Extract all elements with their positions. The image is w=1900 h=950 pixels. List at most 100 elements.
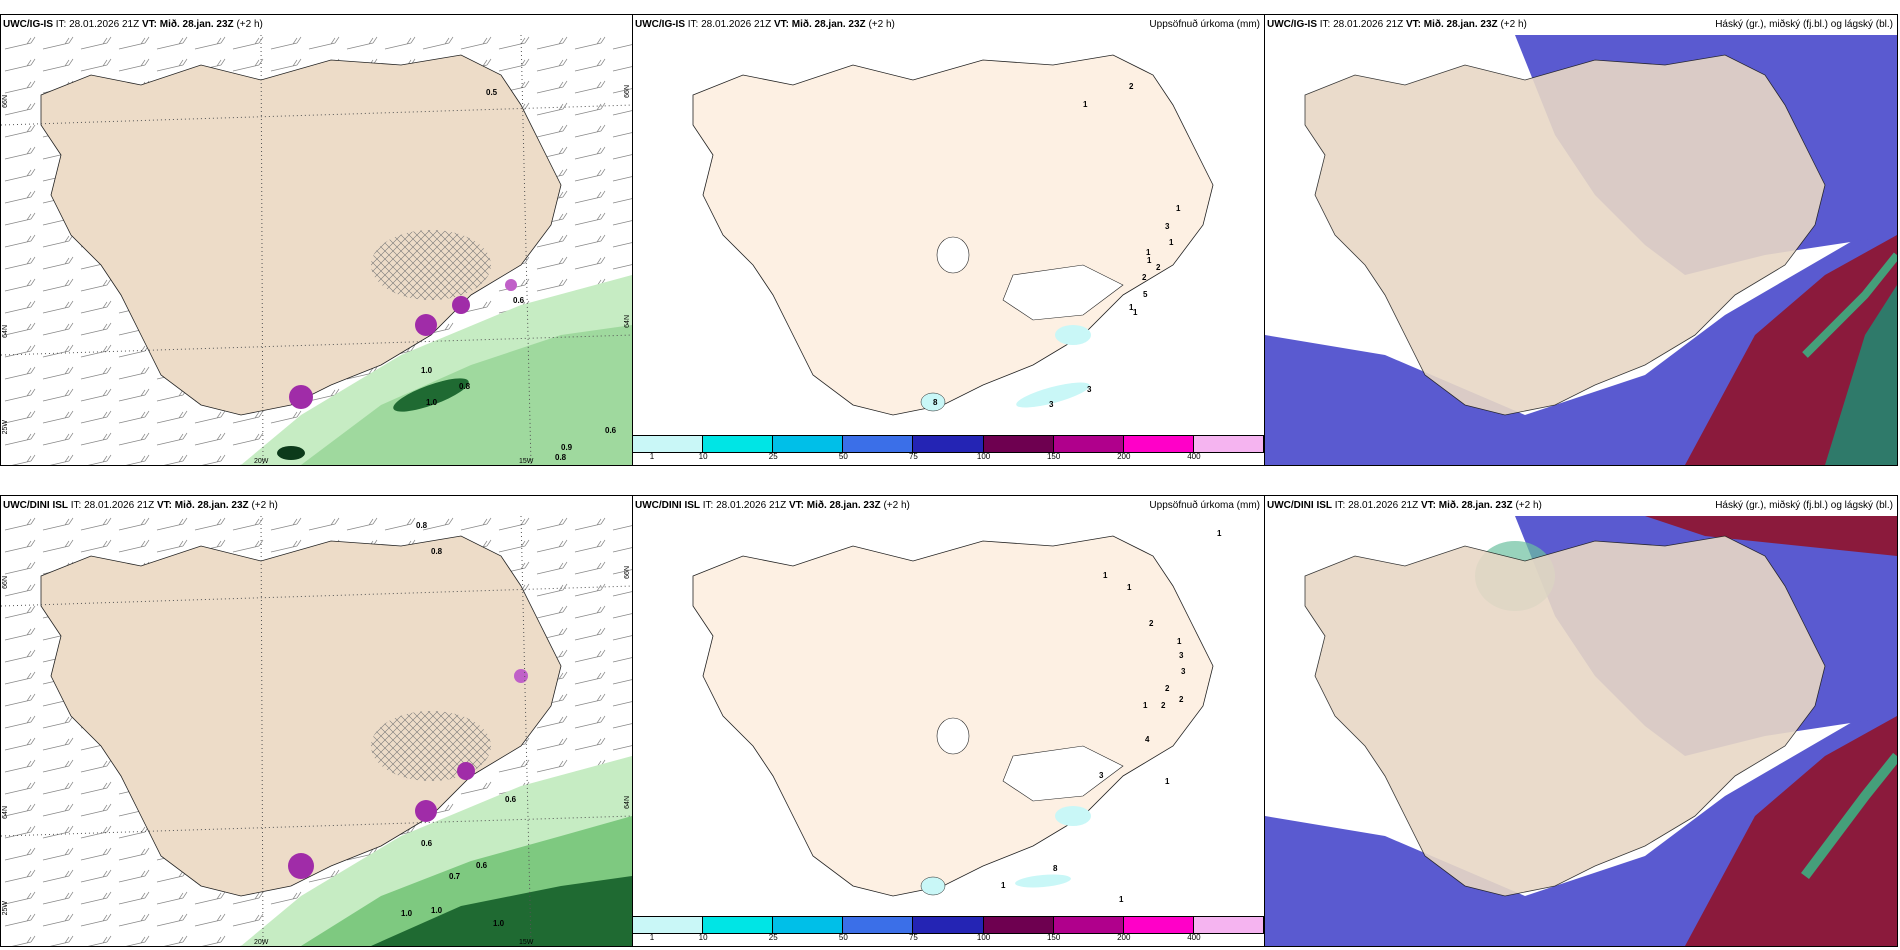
- contour-label: 0.7: [449, 872, 461, 881]
- precip-label: 1: [1083, 100, 1088, 109]
- init-time: IT: 28.01.2026 21Z: [70, 500, 155, 511]
- colorbar-tick: 1: [649, 933, 655, 942]
- colorbar-tick: 100: [976, 452, 991, 461]
- iceland-land: [692, 54, 1214, 416]
- colorbar: 1 10 25 50 75 100 150 200 400: [633, 435, 1264, 465]
- precip-label: 5: [1143, 290, 1148, 299]
- precip-label: 1: [1129, 303, 1134, 312]
- colorbar-swatch: [773, 436, 844, 452]
- precip-label: 8: [1053, 864, 1058, 873]
- precip-label: 2: [1149, 619, 1154, 628]
- lat-label: 66N: [2, 576, 9, 589]
- lat-label-right: 64N: [624, 315, 631, 328]
- cloud-title: Háský (gr.), miðský (fj.bl.) og lágský (…: [1715, 500, 1893, 511]
- precip-label: 1: [1146, 248, 1151, 257]
- init-time: IT: 28.01.2026 21Z: [1319, 19, 1404, 30]
- precip-label: 1: [1127, 583, 1132, 592]
- colorbar-swatch: [913, 917, 984, 933]
- contour-label: 0.6: [476, 861, 488, 870]
- valid-time: VT: Mið. 28.jan. 23Z: [1420, 500, 1513, 511]
- contour-label: 0.8: [555, 453, 567, 462]
- panel-precip-row2: UWC/DINI ISL IT: 28.01.2026 21Z VT: Mið.…: [632, 495, 1265, 947]
- contour-label: 1.0: [493, 919, 505, 928]
- lead-time: (+2 h): [1500, 19, 1527, 30]
- model-name: UWC/DINI ISL: [635, 500, 700, 511]
- iceland-land: [692, 535, 1214, 897]
- contour-label: 0.6: [605, 426, 617, 435]
- precip-label: 1: [1147, 256, 1152, 265]
- contour-label: 1.0: [431, 906, 443, 915]
- colorbar-tick: 150: [1046, 933, 1061, 942]
- init-time: IT: 28.01.2026 21Z: [687, 19, 772, 30]
- colorbar: 1 10 25 50 75 100 150 200 400: [633, 916, 1264, 946]
- init-time: IT: 28.01.2026 21Z: [1334, 500, 1419, 511]
- precip-label: 2: [1165, 684, 1170, 693]
- colorbar-swatch: [1053, 436, 1124, 452]
- precip-label: 3: [1181, 667, 1186, 676]
- lon-label: 20W: [254, 458, 269, 465]
- contour-label: 0.6: [513, 296, 525, 305]
- colorbar-swatch: [1053, 917, 1124, 933]
- model-name: UWC/DINI ISL: [1267, 500, 1332, 511]
- precip-label: 1: [1119, 895, 1124, 904]
- precip-label: 1: [1001, 881, 1006, 890]
- colorbar-tick: 50: [838, 452, 848, 461]
- colorbar-swatch: [1193, 436, 1264, 452]
- contour-label: 0.8: [431, 547, 443, 556]
- contour-label: 0.6: [505, 795, 517, 804]
- colorbar-swatch: [773, 917, 844, 933]
- colorbar-tick: 400: [1187, 452, 1201, 461]
- valid-time: VT: Mið. 28.jan. 23Z: [788, 500, 881, 511]
- lead-time: (+2 h): [251, 500, 278, 511]
- colorbar-swatch: [703, 436, 774, 452]
- lon-label: 20W: [254, 939, 269, 946]
- contour-label: 1.0: [426, 398, 438, 407]
- colorbar-tick: 75: [908, 452, 918, 461]
- colorbar-swatch: [913, 436, 984, 452]
- lat-label: 64N: [2, 806, 9, 819]
- precip-label: 1: [1176, 204, 1181, 213]
- iceland-land: [1304, 54, 1826, 416]
- colorbar-swatch: [983, 436, 1054, 452]
- cloud-map: [1265, 516, 1897, 946]
- lat-label: 66N: [2, 95, 9, 108]
- colorbar-tick: 25: [768, 452, 778, 461]
- contour-label: 1.0: [401, 909, 413, 918]
- colorbar-tick: 25: [768, 933, 778, 942]
- colorbar-swatch: [633, 917, 704, 933]
- valid-time: VT: Mið. 28.jan. 23Z: [773, 19, 866, 30]
- colorbar-tick: 400: [1187, 933, 1201, 942]
- valid-time: VT: Mið. 28.jan. 23Z: [1405, 19, 1498, 30]
- colorbar-swatch: [1193, 917, 1264, 933]
- lon-label: 15W: [519, 458, 534, 465]
- colorbar-swatch: [1123, 436, 1194, 452]
- init-time: IT: 28.01.2026 21Z: [702, 500, 787, 511]
- colorbar-swatch: [843, 436, 914, 452]
- cloud-map: [1265, 35, 1897, 465]
- colorbar-swatch: [633, 436, 704, 452]
- lat-label: 25W: [2, 420, 9, 435]
- precip-map: 1 2 3 1 1 1 2 1 2 5 1 1 3 3 8: [692, 54, 1214, 416]
- precip-label: 1: [1103, 571, 1108, 580]
- lat-label: 64N: [2, 325, 9, 338]
- cloud-title: Háský (gr.), miðský (fj.bl.) og lágský (…: [1715, 19, 1893, 30]
- precip-label: 2: [1161, 701, 1166, 710]
- precip-label: 3: [1099, 771, 1104, 780]
- panel-cloud-row1: UWC/IG-IS IT: 28.01.2026 21Z VT: Mið. 28…: [1264, 14, 1898, 466]
- contour-label: 0.6: [421, 839, 433, 848]
- lon-label: 15W: [519, 939, 534, 946]
- wind-map: 0.5 0.6 1.0 0.8 1.0 0.6 0.9 0.8: [1, 35, 632, 465]
- colorbar-swatch: [1123, 917, 1194, 933]
- panel-precip-row1: UWC/IG-IS IT: 28.01.2026 21Z VT: Mið. 28…: [632, 14, 1265, 466]
- lead-time: (+2 h): [868, 19, 895, 30]
- precip-label: 1: [1169, 238, 1174, 247]
- valid-time: VT: Mið. 28.jan. 23Z: [156, 500, 249, 511]
- precip-label: 8: [933, 398, 938, 407]
- model-name: UWC/IG-IS: [635, 19, 685, 30]
- precip-label: 2: [1129, 82, 1134, 91]
- valid-time: VT: Mið. 28.jan. 23Z: [141, 19, 234, 30]
- model-name: UWC/DINI ISL: [3, 500, 68, 511]
- colorbar-tick: 200: [1117, 452, 1131, 461]
- precip-label: 2: [1156, 263, 1161, 272]
- precip-label: 3: [1087, 385, 1092, 394]
